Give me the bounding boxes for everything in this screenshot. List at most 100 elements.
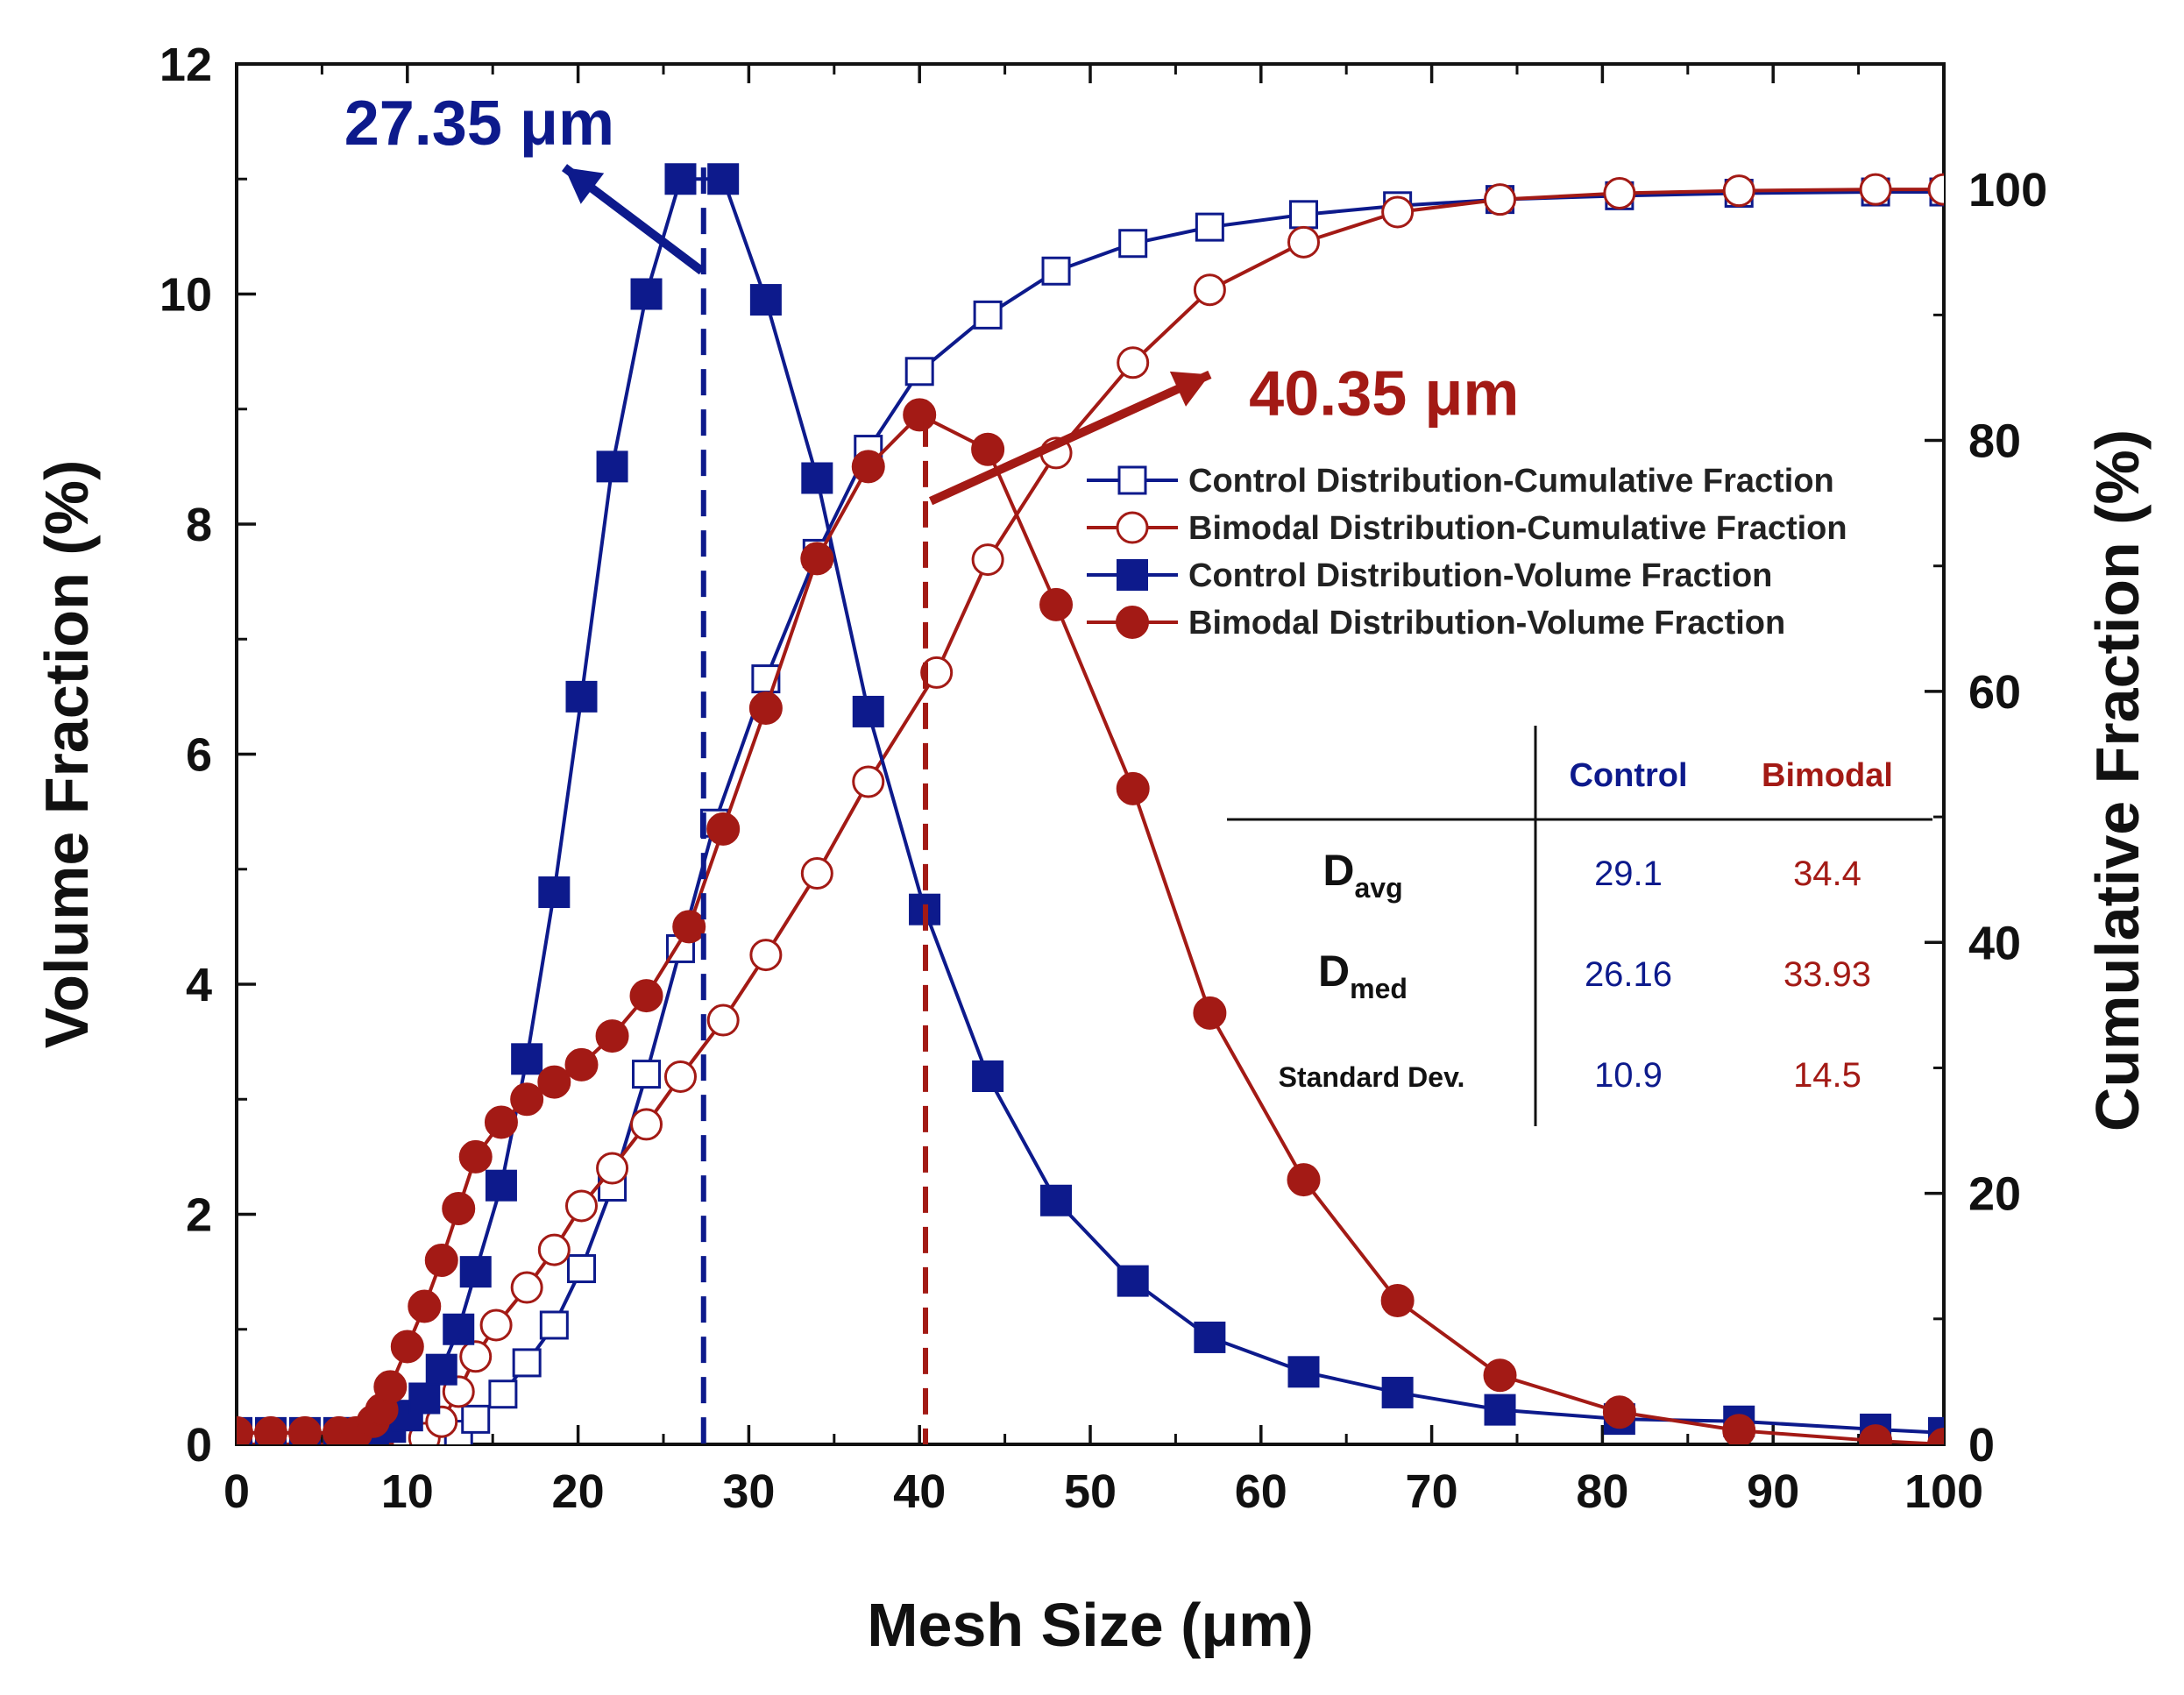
data-point [595,1019,629,1053]
data-point [1287,225,1320,259]
data-point [287,1415,322,1444]
y2-tick-label: 60 [1968,666,2021,719]
x-tick-label: 60 [1235,1465,1287,1518]
y2-tick-label: 20 [1968,1168,2021,1221]
x-tick-label: 40 [893,1465,946,1518]
data-point [1040,1184,1073,1216]
table-row-label: Davg [1322,846,1402,904]
data-point [443,1313,475,1345]
legend-marker [1117,465,1147,495]
data-point [1380,1283,1415,1317]
legend-label: Control Distribution-Cumulative Fraction [1188,463,1834,500]
series-2 [237,163,1944,1444]
legend-label: Bimodal Distribution-Cumulative Fraction [1188,510,1847,547]
data-point [903,398,937,432]
data-point [971,432,1005,466]
table-cell-control: 10.9 [1594,1056,1663,1095]
data-point [485,1169,517,1202]
data-point [851,450,885,484]
data-point [630,278,663,310]
data-point [630,1108,663,1141]
data-point [1041,256,1071,286]
data-point [1722,1414,1756,1444]
data-point [564,1189,598,1223]
data-point [1381,1376,1414,1408]
data-point [390,1330,424,1364]
data-point [512,1348,542,1378]
series-line [237,177,1944,1435]
data-point [973,300,1003,330]
data-point [564,1047,599,1082]
table-cell-bimodal: 34.4 [1793,855,1861,893]
series-layer [237,163,1944,1444]
legend-marker [1117,559,1148,591]
data-point [1927,1428,1944,1444]
annotation-layer: 27.35 μm 40.35 μm [344,89,1519,1444]
data-point [1116,771,1150,805]
x-tick-label: 80 [1576,1465,1628,1518]
data-point [442,1191,476,1225]
data-point [1117,346,1150,379]
table-cell-bimodal: 14.5 [1793,1056,1861,1095]
data-point [629,979,663,1013]
y-tick-label: 4 [186,959,212,1011]
data-point [801,462,833,494]
y-tick-label: 12 [160,39,212,91]
data-point [1195,212,1224,242]
data-point [663,1060,697,1093]
legend-label: Control Distribution-Volume Fraction [1188,557,1772,594]
data-point [1484,183,1517,216]
data-point [253,1415,287,1444]
data-point [852,765,885,798]
series-line [237,190,1944,1444]
x-axis-title: Mesh Size (μm) [867,1591,1314,1659]
data-point [1859,1424,1893,1444]
data-point [971,543,1004,577]
data-point [1289,200,1318,230]
x-tick-label: 0 [223,1465,250,1518]
data-point [707,163,740,195]
data-point [852,695,884,727]
data-point [424,1244,458,1277]
arrow-bimodal-head [1169,371,1210,407]
y2-tick-label: 80 [1968,415,2021,468]
data-point [800,542,834,576]
data-point [1483,1358,1517,1393]
arrow-control-head [564,167,605,204]
data-point [458,1139,493,1174]
series-3 [237,398,1944,1444]
data-point [484,1105,518,1139]
data-point [459,1340,493,1373]
x-tick-label: 90 [1747,1465,1799,1518]
data-point [461,1404,491,1434]
data-point [904,357,934,387]
table-cell-bimodal: 33.93 [1783,955,1871,994]
row-label-main: D [1322,846,1354,895]
data-point [1287,1356,1320,1388]
y-tick-label: 6 [186,729,212,782]
data-point [459,1256,492,1288]
data-point [1039,587,1074,621]
data-point [488,1379,518,1409]
series-line [237,188,1944,1444]
legend-marker [1116,606,1149,639]
stats-table: Control Bimodal Davg 29.1 34.4 Dmed 26.16 33.93… [1227,726,1932,1126]
legend-marker [1116,511,1149,544]
annotation-control: 27.35 μm [344,89,614,159]
data-point [408,1382,441,1415]
row-label-main: D [1318,947,1350,996]
data-point [1484,1394,1516,1426]
data-point [1287,1163,1321,1197]
data-point [972,1060,1004,1092]
data-point [1194,1321,1226,1353]
row-label-sub: med [1350,973,1408,1004]
data-point [748,691,783,725]
y2-tick-label: 40 [1968,917,2021,969]
table-row-label: Dmed [1318,947,1408,1004]
y-axis-title: Volume Fraction (%) [32,460,101,1049]
table-header-bimodal: Bimodal [1762,757,1893,794]
table-cell-control: 26.16 [1585,955,1672,994]
x-tick-label: 70 [1406,1465,1458,1518]
y2-tick-label: 100 [1968,164,2047,216]
y2-axis-title: Cumulative Fraction (%) [2083,429,2152,1131]
